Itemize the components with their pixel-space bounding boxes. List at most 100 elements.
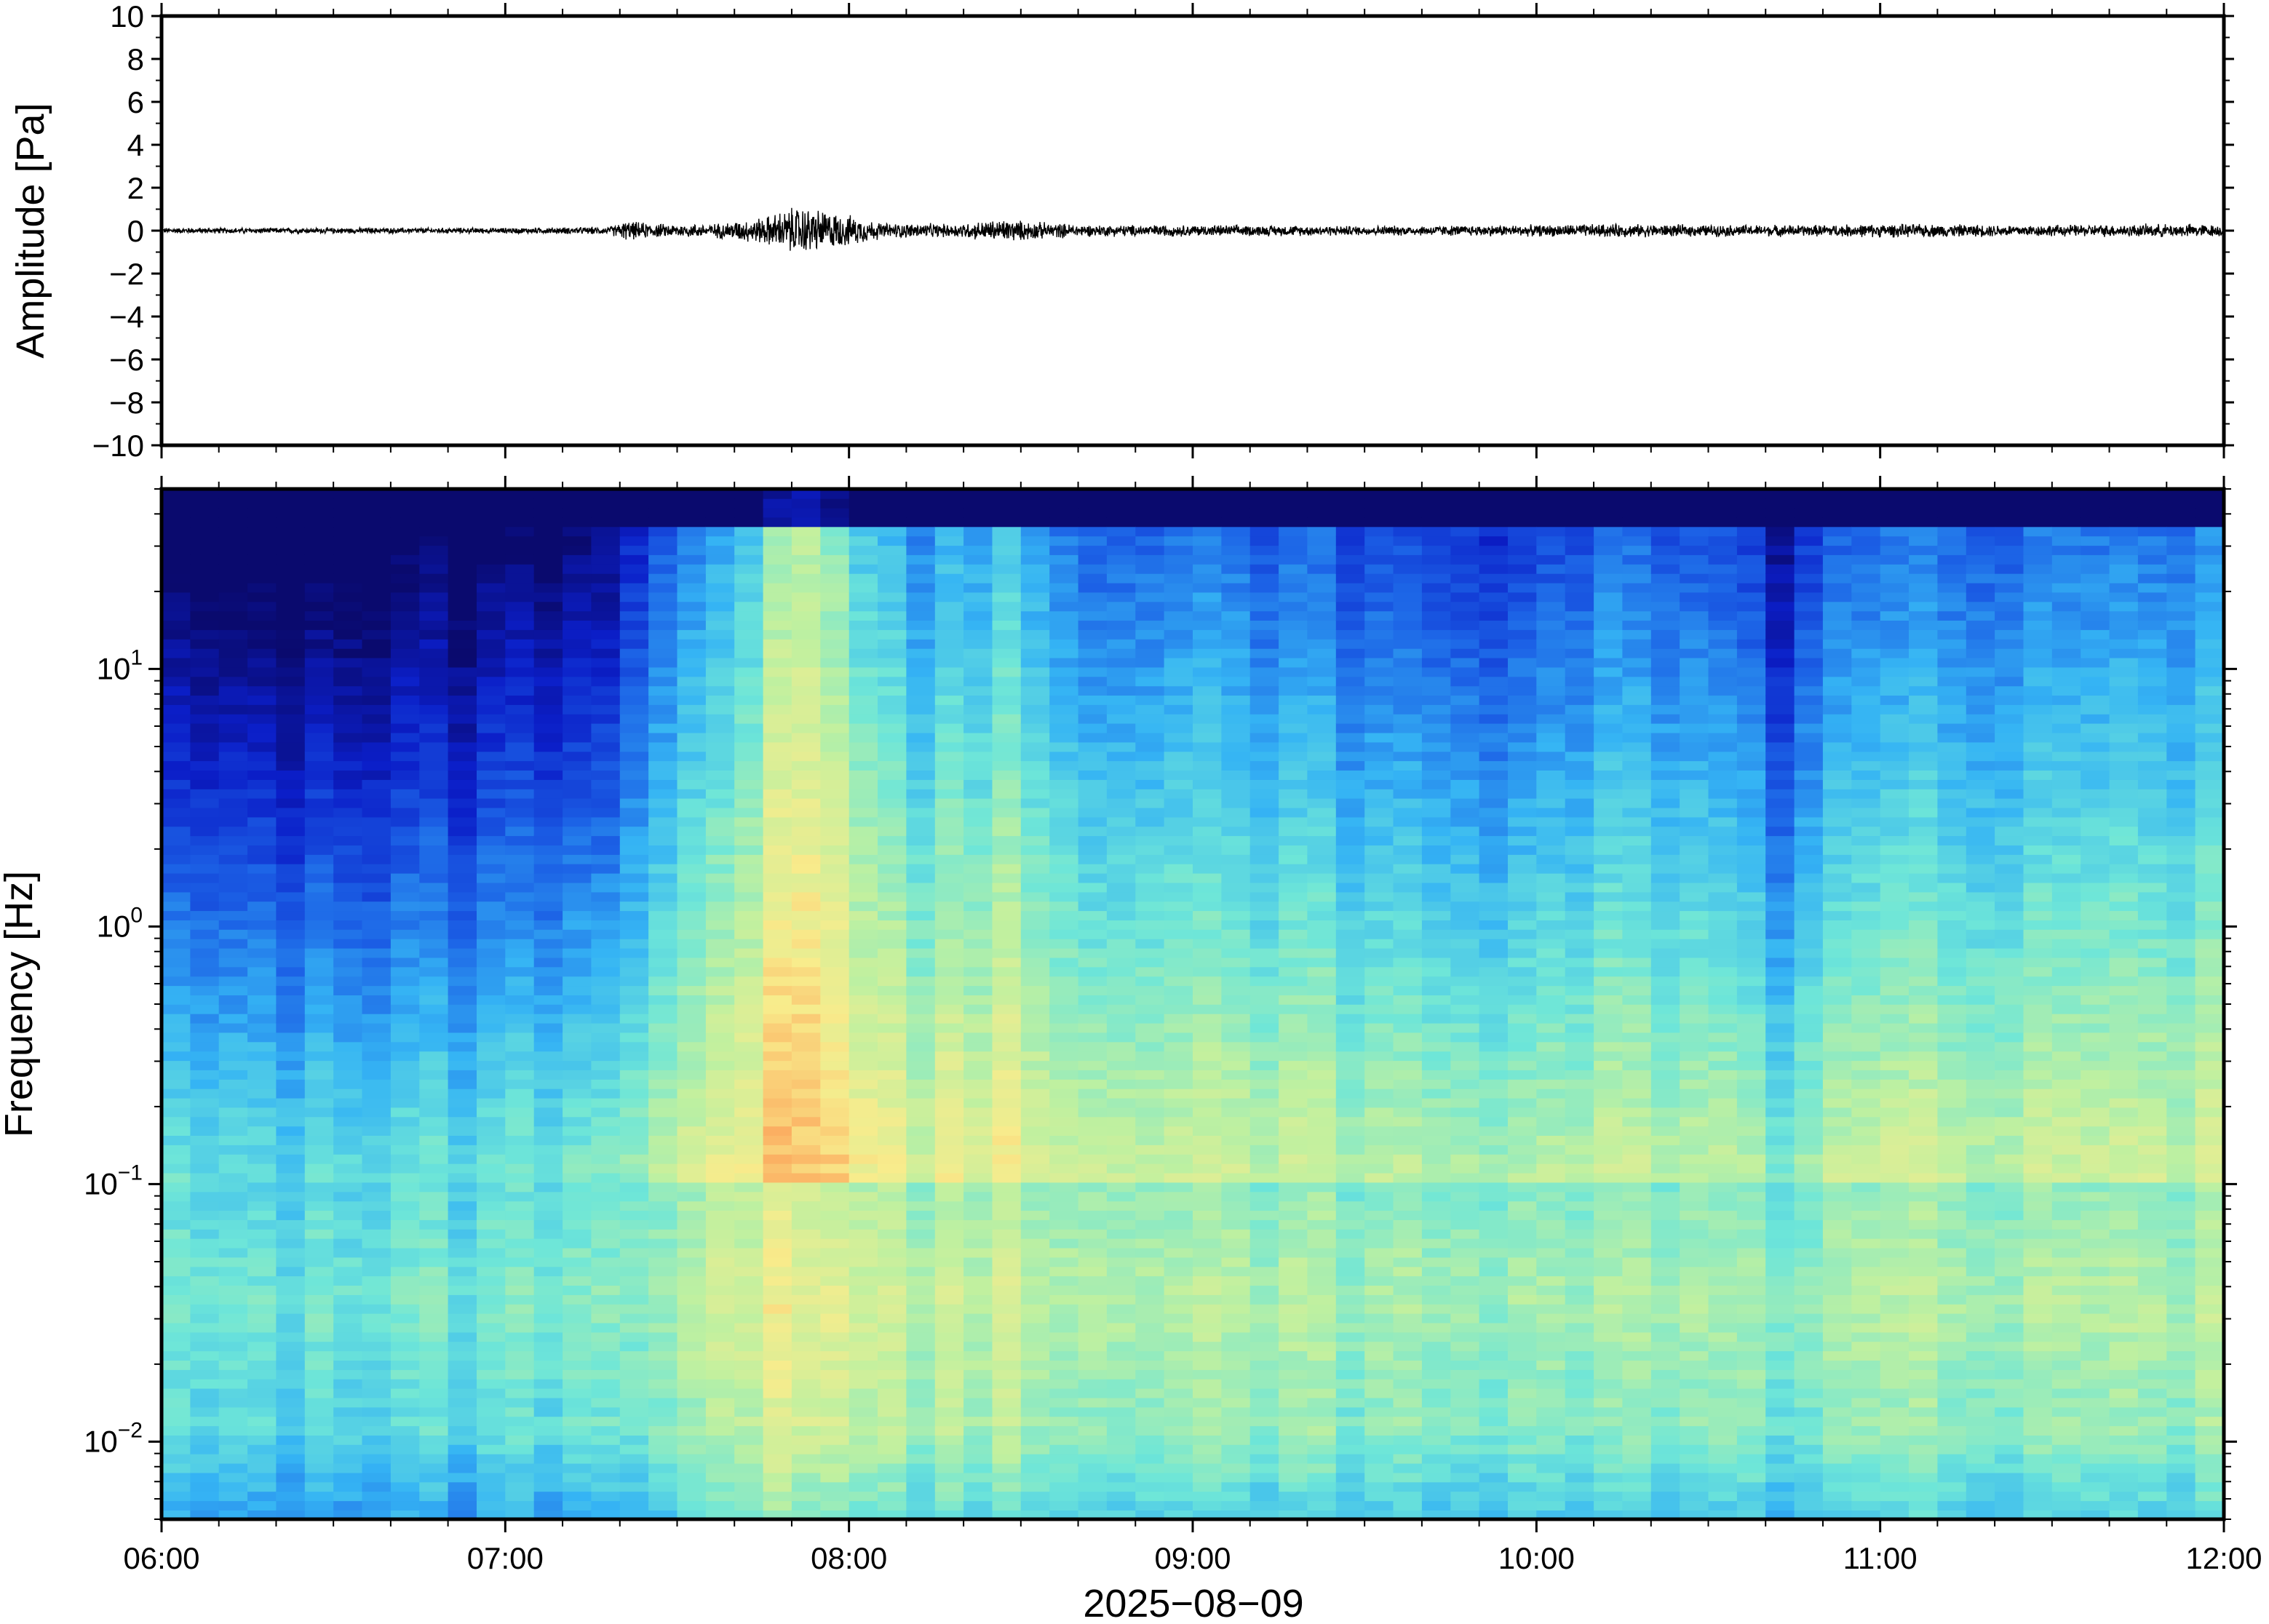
spectrogram-cell xyxy=(906,751,936,762)
spectrogram-cell xyxy=(820,854,850,864)
spectrogram-cell xyxy=(878,826,907,837)
spectrogram-cell xyxy=(1221,1219,1251,1230)
spectrogram-cell xyxy=(619,657,649,668)
spectrogram-cell xyxy=(477,891,506,902)
spectrogram-cell xyxy=(677,629,707,640)
spectrogram-cell xyxy=(419,901,449,912)
spectrogram-cell xyxy=(218,639,248,649)
spectrogram-cell xyxy=(591,1182,621,1193)
spectrogram-cell xyxy=(162,507,191,518)
spectrogram-cell xyxy=(1335,854,1365,864)
spectrogram-cell xyxy=(591,1004,621,1014)
spectrogram-cell xyxy=(820,1088,850,1099)
spectrogram-cell xyxy=(362,1097,392,1108)
spectrogram-cell xyxy=(1020,1051,1050,1062)
spectrogram-cell xyxy=(963,882,993,893)
spectrogram-cell xyxy=(533,1201,563,1211)
spectrogram-cell xyxy=(218,1238,248,1249)
spectrogram-cell xyxy=(1135,1285,1165,1295)
spectrogram-cell xyxy=(1335,835,1365,845)
spectrogram-cell xyxy=(362,1145,392,1155)
spectrogram-cell xyxy=(906,498,936,509)
spectrogram-cell xyxy=(619,1182,649,1193)
spectrogram-cell xyxy=(849,1088,878,1099)
spectrogram-cell xyxy=(533,901,563,912)
spectrogram-cell xyxy=(218,545,248,555)
spectrogram-cell xyxy=(734,854,764,864)
spectrogram-cell xyxy=(333,545,363,555)
spectrogram-cell xyxy=(390,704,421,715)
spectrogram-cell xyxy=(1249,1004,1279,1014)
spectrogram-cell xyxy=(705,1275,736,1286)
spectrogram-cell xyxy=(218,554,248,565)
spectrogram-cell xyxy=(619,1294,649,1305)
spectrogram-cell xyxy=(878,901,907,912)
spectrogram-cell xyxy=(190,629,220,640)
spectrogram-cell xyxy=(619,1425,649,1436)
spectrogram-cell xyxy=(276,1004,306,1014)
spectrogram-cell xyxy=(820,910,850,920)
spectrogram-cell xyxy=(1135,788,1165,799)
spectrogram-cell xyxy=(1221,1210,1251,1220)
spectrogram-cell xyxy=(563,666,592,677)
spectrogram-cell xyxy=(878,1322,907,1333)
spectrogram-cell xyxy=(906,732,936,743)
spectrogram-cell xyxy=(247,770,277,780)
spectrogram-cell xyxy=(563,1079,592,1089)
spectrogram-cell xyxy=(705,1070,736,1080)
spectrogram-cell xyxy=(619,1013,649,1024)
spectrogram-cell xyxy=(333,1079,363,1089)
spectrogram-cell xyxy=(1335,695,1365,705)
spectrogram-cell xyxy=(333,891,363,902)
spectrogram-cell xyxy=(477,1510,506,1520)
spectrogram-cell xyxy=(533,1406,563,1417)
spectrogram-cell xyxy=(648,1154,678,1164)
spectrogram-cell xyxy=(1193,1257,1223,1267)
spectrogram-cell xyxy=(1193,517,1223,528)
spectrogram-cell xyxy=(362,1397,392,1408)
spectrogram-cell xyxy=(505,1294,535,1305)
spectrogram-cell xyxy=(276,657,306,668)
spectrogram-cell xyxy=(190,517,220,528)
spectrogram-cell xyxy=(333,1238,363,1249)
spectrogram-cell xyxy=(162,910,191,920)
spectrogram-cell xyxy=(963,1350,993,1361)
spectrogram-cell xyxy=(734,751,764,762)
spectrogram-cell xyxy=(1020,966,1050,977)
spectrogram-cell xyxy=(1078,498,1108,509)
spectrogram-cell xyxy=(362,732,392,743)
spectrogram-cell xyxy=(734,1097,764,1108)
spectrogram-cell xyxy=(1106,1172,1137,1183)
spectrogram-cell xyxy=(162,1070,191,1080)
spectrogram-cell xyxy=(763,985,792,995)
spectrogram-cell xyxy=(190,620,220,630)
spectrogram-cell xyxy=(362,517,392,528)
spectrogram-cell xyxy=(1221,1228,1251,1239)
spectrogram-cell xyxy=(1307,957,1337,968)
spectrogram-cell xyxy=(362,1481,392,1492)
spectrogram-cell xyxy=(390,845,421,855)
spectrogram-cell xyxy=(1307,938,1337,949)
spectrogram-cell xyxy=(1279,1116,1308,1127)
spectrogram-cell xyxy=(477,910,506,920)
spectrogram-cell xyxy=(791,770,822,780)
spectrogram-cell xyxy=(505,1510,535,1520)
spectrogram-cell xyxy=(390,1406,421,1417)
spectrogram-cell xyxy=(1049,1247,1079,1258)
spectrogram-cell xyxy=(1279,1172,1308,1183)
spectrogram-cell xyxy=(934,920,964,930)
spectrogram-cell xyxy=(1020,732,1050,743)
spectrogram-cell xyxy=(1193,1341,1223,1352)
spectrogram-cell xyxy=(1106,526,1137,537)
spectrogram-cell xyxy=(1193,489,1223,499)
spectrogram-cell xyxy=(906,1041,936,1052)
spectrogram-cell xyxy=(677,1397,707,1408)
spectrogram-cell xyxy=(1307,929,1337,939)
spectrogram-cell xyxy=(1249,966,1279,977)
spectrogram-cell xyxy=(190,1294,220,1305)
spectrogram-cell xyxy=(1335,1210,1365,1220)
spectrogram-cell xyxy=(1279,1126,1308,1136)
spectrogram-cell xyxy=(591,592,621,602)
spectrogram-cell xyxy=(791,788,822,799)
spectrogram-cell xyxy=(247,1191,277,1202)
